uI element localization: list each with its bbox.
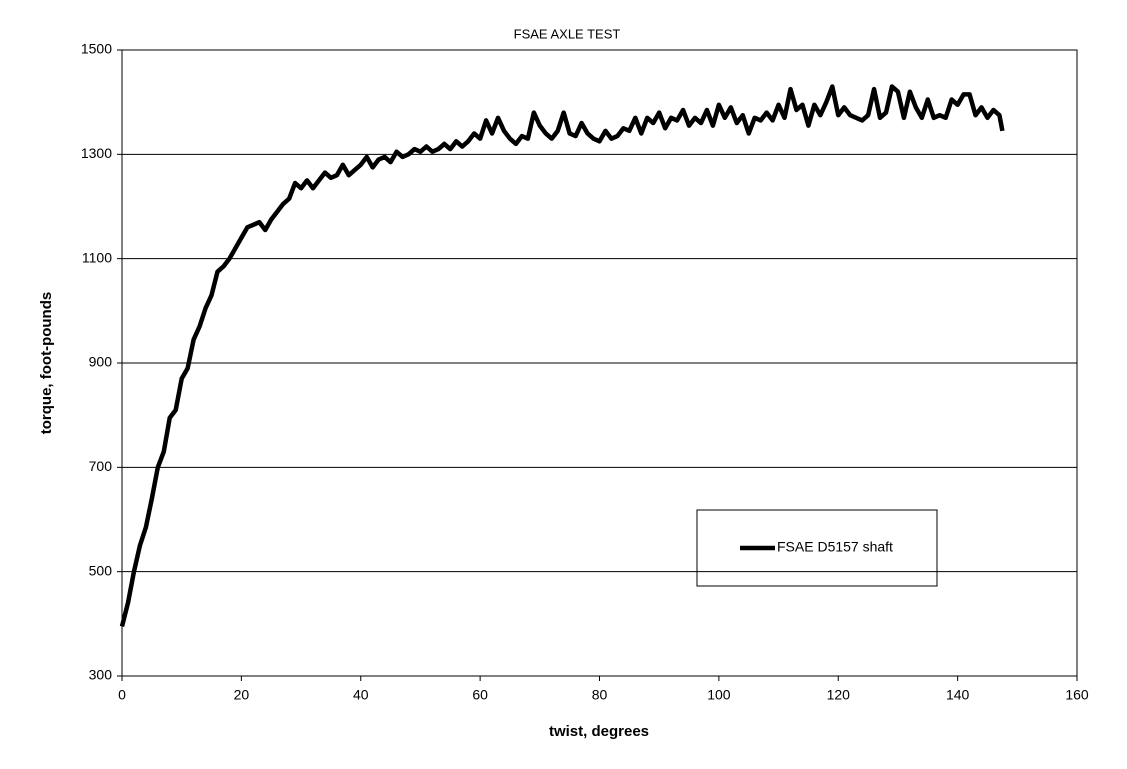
x-tick-label: 120: [827, 687, 851, 703]
plot-frame: [121, 49, 1078, 677]
y-tick-label: 300: [89, 667, 113, 683]
y-tick-label: 700: [89, 458, 113, 474]
x-axis-title: twist, degrees: [549, 723, 649, 740]
x-tick-label: 0: [118, 687, 126, 703]
legend: FSAE D5157 shaft: [696, 509, 938, 587]
legend-box: [696, 509, 938, 587]
x-tick-label: 80: [592, 687, 608, 703]
x-tick-label: 160: [1065, 687, 1089, 703]
y-tick-label: 1100: [82, 249, 112, 265]
data-line: [119, 84, 1005, 627]
x-tick-label: 40: [353, 687, 369, 703]
x-tick-label: 140: [946, 687, 970, 703]
y-tick-label: 1500: [81, 41, 112, 57]
y-tick-label: 900: [89, 354, 113, 370]
x-tick-label: 100: [707, 687, 731, 703]
y-tick-label: 500: [89, 562, 113, 578]
legend-label: FSAE D5157 shaft: [777, 539, 893, 555]
y-axis-title: torque, foot-pounds: [38, 292, 55, 434]
x-tick-label: 60: [472, 687, 488, 703]
x-tick-label: 20: [234, 687, 250, 703]
chart-title: FSAE AXLE TEST: [514, 26, 621, 41]
y-tick-label: 1300: [81, 145, 112, 161]
